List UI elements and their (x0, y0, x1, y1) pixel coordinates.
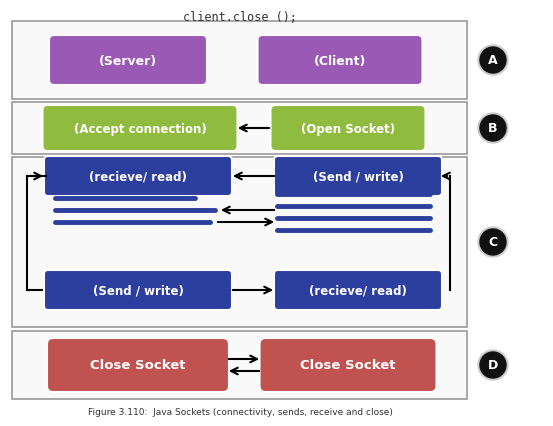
Text: (Open Socket): (Open Socket) (301, 122, 395, 135)
Circle shape (478, 114, 508, 144)
Circle shape (480, 352, 506, 378)
FancyBboxPatch shape (270, 106, 425, 152)
Circle shape (480, 48, 506, 74)
Text: Close Socket: Close Socket (300, 359, 396, 371)
Text: (recieve/ read): (recieve/ read) (309, 284, 407, 297)
Text: (recieve/ read): (recieve/ read) (89, 170, 187, 183)
Text: client.close ();: client.close (); (183, 11, 297, 24)
Bar (12, 22, 467, 100)
Text: D: D (488, 359, 498, 371)
Bar (12, 103, 467, 155)
Text: Figure 3.110:  Java Sockets (connectivity, sends, receive and close): Figure 3.110: Java Sockets (connectivity… (87, 407, 393, 416)
FancyBboxPatch shape (258, 36, 422, 86)
Text: C: C (488, 236, 498, 249)
Text: B: B (488, 122, 498, 135)
FancyBboxPatch shape (49, 36, 207, 86)
Text: (Accept connection): (Accept connection) (74, 122, 206, 135)
FancyBboxPatch shape (47, 338, 229, 392)
Bar (12, 331, 467, 399)
FancyBboxPatch shape (274, 157, 442, 196)
Text: A: A (488, 55, 498, 67)
FancyBboxPatch shape (44, 271, 232, 310)
Circle shape (478, 227, 508, 257)
Circle shape (478, 46, 508, 76)
Circle shape (480, 116, 506, 142)
Text: (Client): (Client) (314, 55, 366, 67)
Text: Close Socket: Close Socket (90, 359, 186, 371)
FancyBboxPatch shape (274, 271, 442, 310)
Bar (12, 158, 467, 327)
FancyBboxPatch shape (43, 106, 237, 152)
Circle shape (480, 230, 506, 256)
Circle shape (478, 350, 508, 380)
Text: (Server): (Server) (99, 55, 157, 67)
Text: (Send / write): (Send / write) (312, 170, 404, 183)
FancyBboxPatch shape (259, 338, 436, 392)
Text: (Send / write): (Send / write) (92, 284, 184, 297)
FancyBboxPatch shape (44, 157, 232, 196)
